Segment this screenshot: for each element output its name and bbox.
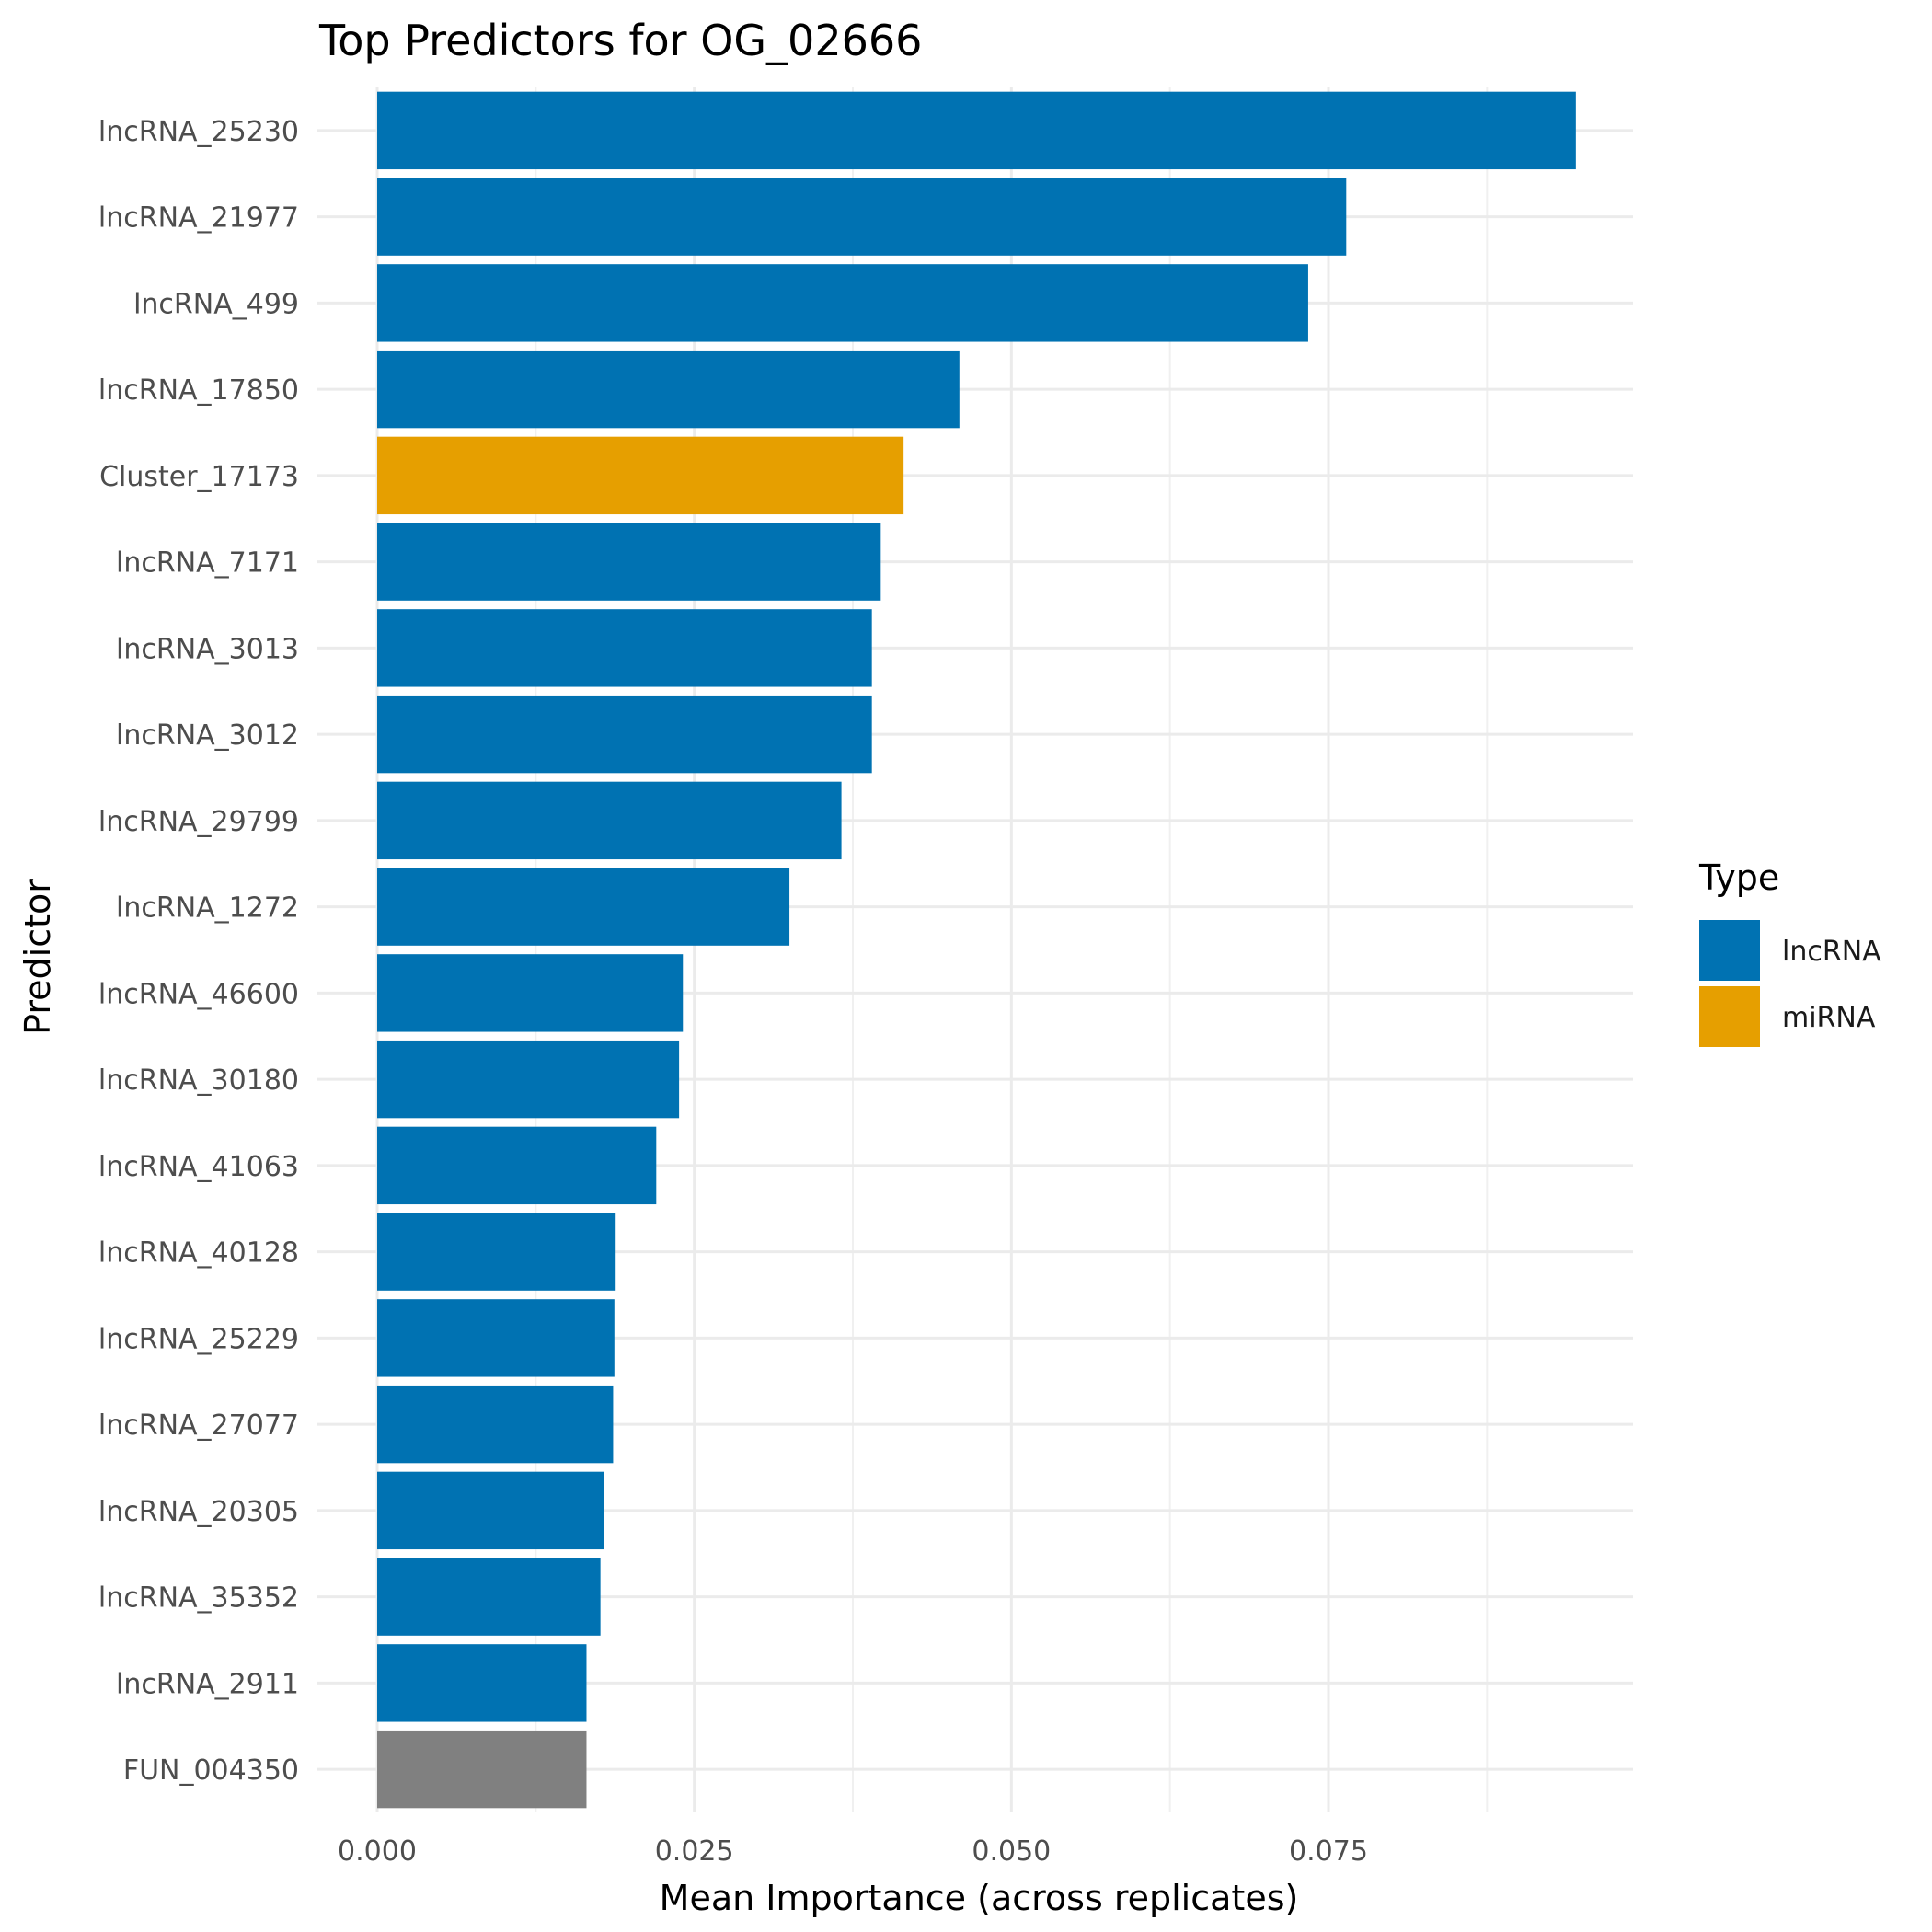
y-tick-label: lncRNA_25229: [98, 1323, 299, 1355]
y-tick-label: lncRNA_3012: [116, 719, 299, 752]
y-tick-label: lncRNA_30180: [98, 1064, 299, 1097]
bar-FUN_004350: [377, 1730, 587, 1809]
bars: [377, 91, 1576, 1809]
legend-title: Type: [1698, 857, 1779, 898]
bar-lncRNA_30180: [377, 1040, 680, 1119]
y-tick-label: lncRNA_1272: [116, 892, 299, 925]
bar-lncRNA_35352: [377, 1558, 601, 1636]
legend-entries: lncRNA miRNA: [1699, 920, 1881, 1047]
bar-lncRNA_2911: [377, 1644, 587, 1722]
y-tick-label: lncRNA_46600: [98, 978, 299, 1010]
bar-lncRNA_21977: [377, 178, 1347, 256]
chart-title: Top Predictors for OG_02666: [318, 16, 922, 65]
x-axis-title: Mean Importance (across replicates): [660, 1878, 1299, 1918]
y-tick-label: lncRNA_2911: [116, 1668, 299, 1700]
y-tick-label: lncRNA_35352: [98, 1582, 299, 1615]
y-tick-label: lncRNA_3013: [116, 633, 299, 665]
bar-lncRNA_20305: [377, 1471, 604, 1550]
legend: Type lncRNA miRNA: [1698, 857, 1881, 1047]
y-tick-label: lncRNA_29799: [98, 806, 299, 838]
bar-lncRNA_25230: [377, 91, 1576, 170]
bar-lncRNA_27077: [377, 1385, 614, 1464]
bar-lncRNA_7171: [377, 523, 881, 601]
bar-lncRNA_40128: [377, 1213, 616, 1291]
legend-key-lncRNA: [1699, 920, 1760, 981]
y-tick-label: lncRNA_40128: [98, 1237, 299, 1270]
y-tick-label: lncRNA_17850: [98, 374, 299, 407]
bar-lncRNA_1272: [377, 868, 790, 946]
x-tick-label: 0.050: [972, 1835, 1051, 1868]
y-tick-label: lncRNA_21977: [98, 202, 299, 235]
y-tick-label: lncRNA_27077: [98, 1409, 299, 1442]
y-axis-title: Predictor: [17, 879, 58, 1035]
x-tick-labels: 0.000 0.025 0.050 0.075: [338, 1835, 1368, 1868]
bar-lncRNA_499: [377, 264, 1308, 342]
y-tick-label: lncRNA_20305: [98, 1496, 299, 1528]
legend-label: lncRNA: [1782, 936, 1881, 968]
bar-lncRNA_29799: [377, 781, 842, 860]
y-tick-label: lncRNA_25230: [98, 116, 299, 148]
y-tick-label: Cluster_17173: [99, 461, 299, 493]
bar-lncRNA_25229: [377, 1299, 615, 1377]
y-tick-labels: lncRNA_25230 lncRNA_21977 lncRNA_499 lncRNA…: [98, 116, 299, 1787]
x-tick-label: 0.025: [655, 1835, 734, 1868]
y-tick-label: lncRNA_499: [133, 288, 299, 320]
bar-lncRNA_46600: [377, 954, 684, 1032]
bar-lncRNA_41063: [377, 1126, 657, 1205]
major-gridlines: [317, 87, 1633, 1812]
x-tick-label: 0.000: [338, 1835, 417, 1868]
legend-key-miRNA: [1699, 986, 1760, 1047]
y-tick-label: lncRNA_7171: [116, 547, 299, 580]
y-tick-label: lncRNA_41063: [98, 1151, 299, 1183]
x-tick-label: 0.075: [1289, 1835, 1368, 1868]
bar-lncRNA_3012: [377, 695, 872, 774]
bar-lncRNA_3013: [377, 609, 872, 687]
bar-Cluster_17173: [377, 436, 904, 515]
y-tick-label: FUN_004350: [123, 1754, 299, 1787]
bar-lncRNA_17850: [377, 350, 960, 429]
legend-label: miRNA: [1782, 1002, 1876, 1034]
